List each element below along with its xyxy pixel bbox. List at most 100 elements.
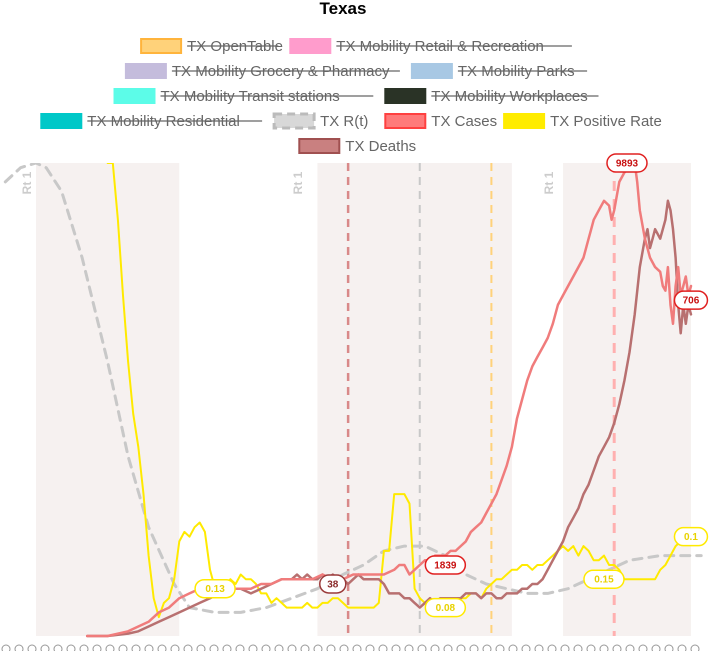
x-tick-mark [352,644,362,651]
value-tag-text: 0.1 [684,532,698,543]
value-tag-text: 706 [683,296,700,307]
value-tag-text: 38 [327,579,339,590]
x-tick-mark [261,644,271,651]
value-tag-text: 0.13 [205,584,225,595]
legend-item[interactable]: TX Deaths [298,138,416,155]
series-line [3,163,703,614]
x-tick-mark [638,644,648,651]
x-tick-mark [586,644,596,651]
x-tick-mark [131,644,141,651]
legend-item[interactable]: TX Mobility Retail & Recreation [289,38,572,55]
legend-item[interactable]: TX Mobility Grocery & Pharmacy [124,63,400,80]
legend-item[interactable]: TX Mobility Workplaces [384,88,599,105]
rt-label: Rt 1 [291,171,305,194]
x-tick-mark [417,644,427,651]
legend-item[interactable]: TX Mobility Parks [410,63,588,80]
x-tick-mark [664,644,674,651]
value-tag-text: 0.15 [594,575,614,586]
x-tick-mark [66,644,76,651]
x-tick-mark [547,644,557,651]
x-tick-mark [144,644,154,651]
legend-label: TX Positive Rate [550,113,662,130]
legend-label: TX R(t) [320,113,368,130]
x-tick-mark [235,644,245,651]
shaded-band [563,163,691,636]
x-tick-mark [14,644,24,651]
plot-area: Rt 1 Rt 1 Rt 1 0.13 3818390.0898930.157060.… [1,153,709,651]
legend-item[interactable]: TX Positive Rate [503,113,662,130]
x-tick-mark [313,644,323,651]
x-tick-mark [326,644,336,651]
series-line [85,163,693,638]
x-tick-mark [508,644,518,651]
x-tick-mark [469,644,479,651]
x-tick-mark [534,644,544,651]
x-tick-mark [677,644,687,651]
value-tag-text: 9893 [616,159,639,170]
rt-labels: Rt 1 Rt 1 Rt 1 [20,171,556,194]
x-tick-mark [183,644,193,651]
x-tick-mark [170,644,180,651]
legend-label: TX Cases [431,113,497,130]
x-axis-ticks [1,644,700,651]
value-tag: 0.08 [424,597,467,618]
x-tick-mark [105,644,115,651]
x-tick-mark [625,644,635,651]
x-tick-mark [651,644,661,651]
value-tag-text: 1839 [434,561,457,572]
x-tick-mark [482,644,492,651]
x-tick-mark [612,644,622,651]
x-tick-mark [599,644,609,651]
vertical-lines [346,163,616,636]
legend-item[interactable]: TX Mobility Residential [40,113,263,130]
rt-label: Rt 1 [20,171,34,194]
x-tick-mark [521,644,531,651]
x-tick-mark [287,644,297,651]
legend-item[interactable]: TX Mobility Transit stations [113,88,374,105]
value-tag: 0.1 [673,526,709,547]
x-tick-mark [573,644,583,651]
shaded-band [317,163,512,636]
chart-title: Texas [320,0,367,18]
x-tick-mark [560,644,570,651]
x-tick-mark [391,644,401,651]
annotations: 0.13 38 1839 0.08 9893 0.15 706 0.1 [194,153,709,618]
x-tick-mark [92,644,102,651]
x-tick-mark [495,644,505,651]
value-tag: 9893 [606,153,648,173]
x-tick-mark [430,644,440,651]
legend-item[interactable]: TX Cases [384,113,497,130]
value-tag: 0.13 [194,578,236,599]
value-tag: 1839 [424,555,467,575]
shaded-band [36,163,180,636]
x-tick-mark [365,644,375,651]
x-tick-mark [118,644,128,651]
x-tick-mark [274,644,284,651]
x-tick-mark [157,644,167,651]
x-tick-mark [1,644,11,651]
value-tag-text: 0.08 [436,603,456,614]
x-tick-mark [79,644,89,651]
x-tick-mark [53,644,63,651]
x-tick-mark [196,644,206,651]
x-tick-mark [690,644,700,651]
x-tick-mark [209,644,219,651]
x-tick-mark [339,644,349,651]
legend-label: TX Deaths [345,138,416,155]
x-tick-mark [248,644,258,651]
series-lines [3,163,703,638]
x-tick-mark [40,644,50,651]
x-tick-mark [443,644,453,651]
legend-item[interactable]: TX R(t) [272,112,368,130]
rt-label: Rt 1 [542,171,556,194]
value-tag: 0.15 [583,569,625,589]
bands [36,163,691,636]
legend-item[interactable]: TX OpenTable [140,38,283,55]
x-tick-mark [27,644,37,651]
x-tick-mark [404,644,414,651]
legend: TX OpenTable TX Mobility Retail & Recreat… [40,38,662,155]
x-tick-mark [300,644,310,651]
value-tag: 38 [319,574,347,594]
x-tick-mark [456,644,466,651]
